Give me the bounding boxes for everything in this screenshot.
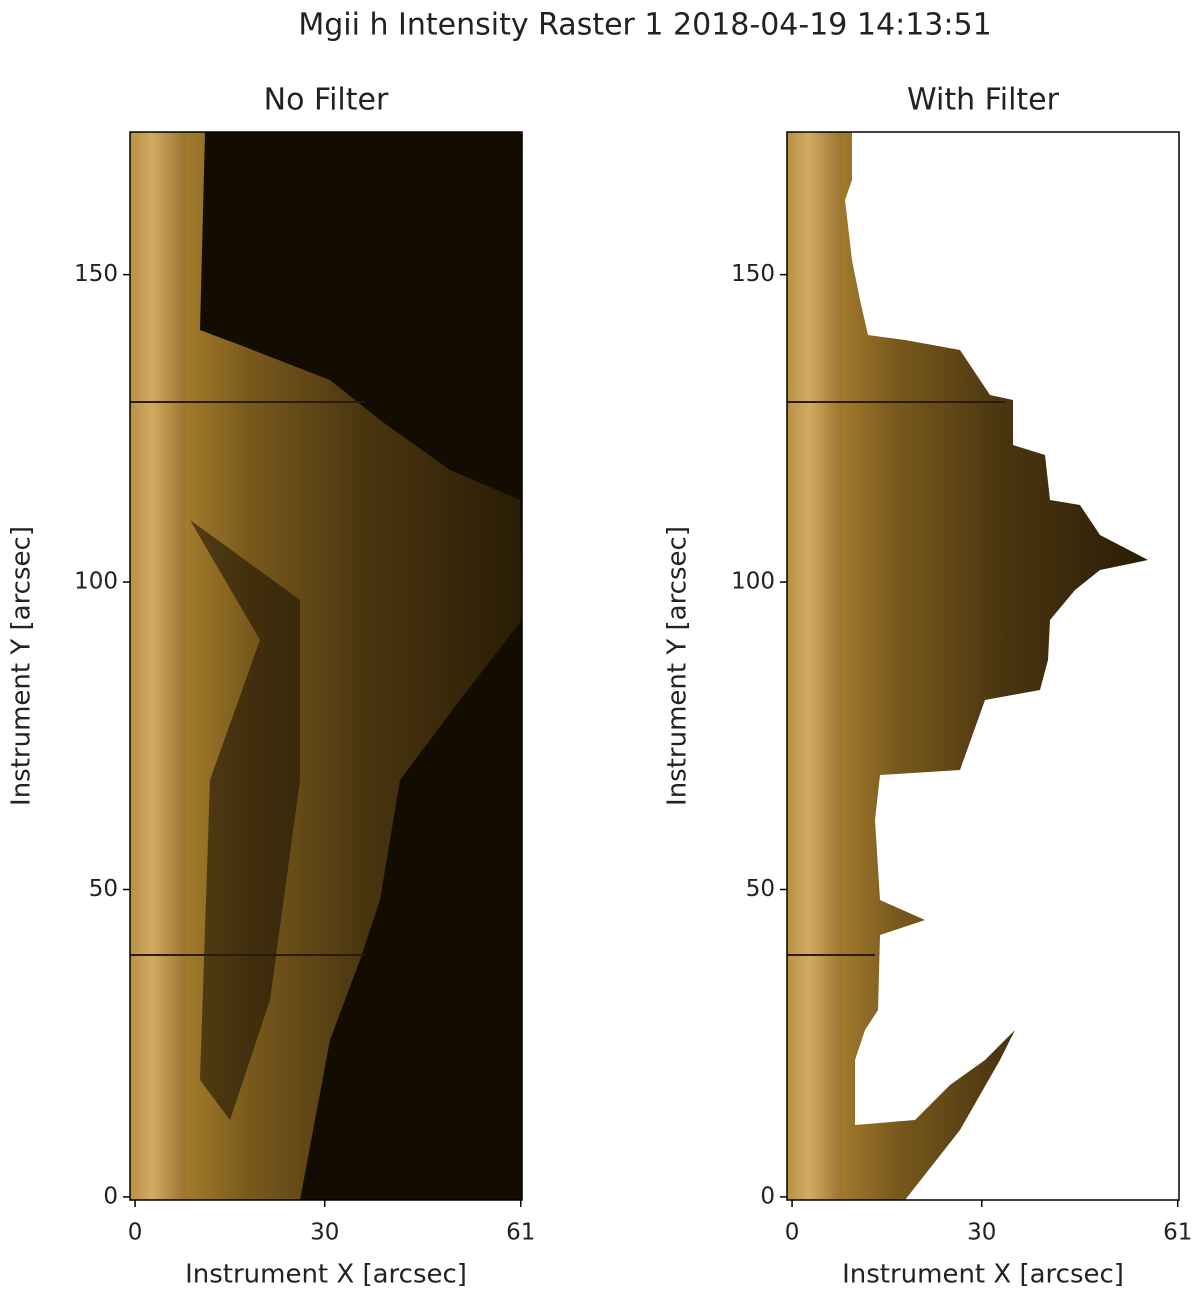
x-axis-label: Instrument X [arcsec]: [185, 1260, 467, 1290]
image-region: [787, 132, 1148, 1200]
image-with-filter: [787, 132, 1148, 1200]
x-tick-label: 0: [128, 1220, 143, 1246]
y-tick-label: 100: [74, 569, 118, 595]
image-shadow: [190, 520, 300, 1120]
x-tick-label: 0: [785, 1220, 800, 1246]
panel-title: With Filter: [907, 83, 1060, 118]
image-limb: [130, 132, 185, 1200]
y-tick-label: 50: [89, 876, 118, 902]
axes-frame: [786, 131, 1180, 1201]
y-axis-label: Instrument Y [arcsec]: [663, 526, 693, 806]
image-no-filter: [130, 132, 522, 1200]
y-axis-label: Instrument Y [arcsec]: [7, 526, 37, 806]
y-tick-label: 50: [746, 876, 775, 902]
panel-title: No Filter: [264, 83, 389, 118]
figure-title: Mgii h Intensity Raster 1 2018-04-19 14:…: [298, 8, 991, 43]
x-tick-label: 30: [967, 1220, 996, 1246]
y-tick-label: 150: [74, 261, 118, 287]
y-tick-label: 0: [103, 1183, 118, 1209]
y-tick-label: 0: [760, 1183, 775, 1209]
y-tick-label: 100: [731, 569, 775, 595]
x-tick-label: 30: [310, 1220, 339, 1246]
x-tick-label: 61: [1163, 1220, 1192, 1246]
x-axis-label: Instrument X [arcsec]: [842, 1260, 1124, 1290]
axes-frame: [129, 131, 523, 1201]
y-tick-label: 150: [731, 261, 775, 287]
x-tick-label: 61: [506, 1220, 535, 1246]
image-limb: [787, 132, 842, 1200]
